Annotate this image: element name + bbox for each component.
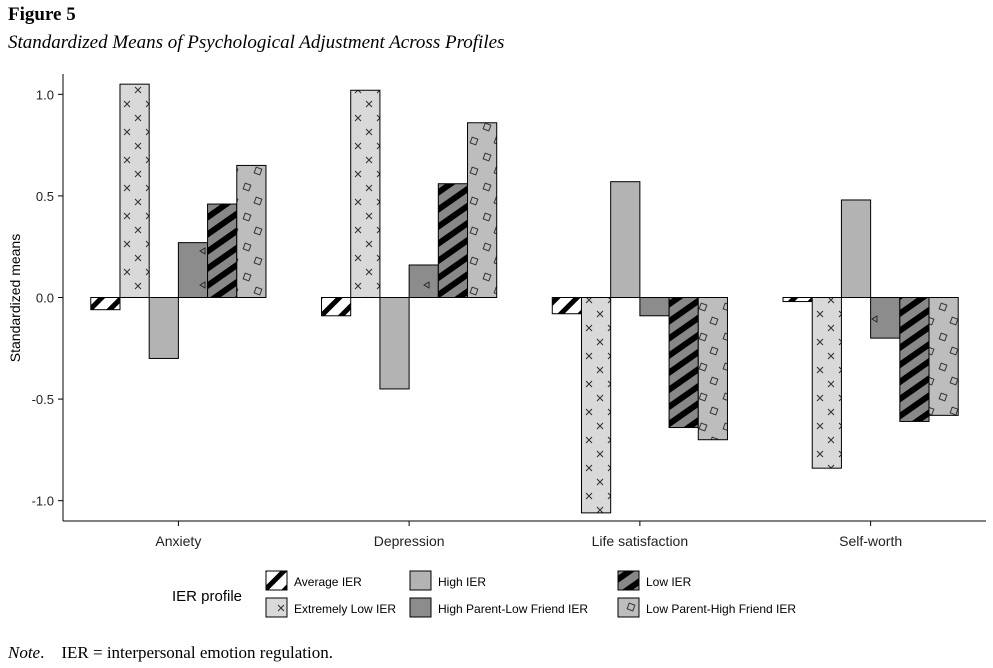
x-tick-label: Self-worth [839,533,902,549]
legend-label-average-ier: Average IER [294,575,362,589]
legend-swatch-high-parent-low-friend-ier [409,597,432,618]
note-separator: . [40,643,62,662]
bar-self-worth-low-parent-high-friend-ier [928,297,959,416]
y-tick-label: -1.0 [32,494,54,509]
legend-swatch-average-ier [265,570,288,591]
y-tick-label: 0.5 [36,189,54,204]
legend-label-high-ier: High IER [438,575,486,589]
note-label: Note [8,643,41,662]
x-tick-label: Anxiety [155,533,201,549]
legend-label-high-parent-low-friend-ier: High Parent-Low Friend IER [438,602,588,616]
y-ticks: -1.0 -0.5 0.0 0.5 1.0 [32,87,63,509]
legend-swatch-low-parent-high-friend-ier [617,597,640,618]
bar-life-satisfaction-average-ier [551,297,582,315]
figure-title: Standardized Means of Psychological Adju… [8,32,505,53]
legend-swatch-low-ier [617,570,640,591]
legend-swatch-extremely-low-ier [265,597,288,618]
bar-anxiety-high-ier [148,297,179,359]
bar-depression-average-ier [321,297,352,317]
legend: IER profile Average IER Extremely Low IER… [172,570,796,618]
bar-depression-high-ier [379,297,410,390]
bar-self-worth-low-ier [899,297,930,422]
bar-life-satisfaction-high-parent-low-friend-ier [639,297,670,317]
bar-depression-extremely-low-ier [350,89,381,298]
bar-anxiety-average-ier [90,297,121,311]
legend-label-low-ier: Low IER [646,575,692,589]
figure-label: Figure 5 [8,4,76,25]
bar-self-worth-high-ier [840,199,872,298]
bar-life-satisfaction-low-parent-high-friend-ier [697,297,728,441]
bars-group [90,83,959,514]
bar-anxiety-extremely-low-ier [119,83,150,298]
figure-note: Note. IER = interpersonal emotion regula… [8,643,333,663]
legend-title: IER profile [172,588,242,605]
x-tick-label: Life satisfaction [592,533,689,549]
bar-life-satisfaction-extremely-low-ier [580,297,612,514]
bar-depression-low-ier [437,183,469,298]
bar-life-satisfaction-high-ier [610,181,641,298]
x-tick-label: Depression [374,533,445,549]
y-tick-label: -0.5 [32,392,54,407]
y-tick-label: 0.0 [36,291,54,306]
bar-self-worth-high-parent-low-friend-ier [870,297,901,339]
y-axis-label: Standardized means [7,234,23,362]
legend-label-low-parent-high-friend-ier: Low Parent-High Friend IER [646,602,796,616]
bar-anxiety-high-parent-low-friend-ier [177,242,209,298]
bar-self-worth-extremely-low-ier [811,297,842,469]
bar-life-satisfaction-low-ier [668,297,699,429]
bar-anxiety-low-parent-high-friend-ier [236,164,267,298]
x-ticks: Anxiety Depression Life satisfaction Self-w… [155,521,902,549]
bar-anxiety-low-ier [207,203,238,298]
bar-self-worth-average-ier [782,297,813,303]
legend-swatch-high-ier [409,570,432,591]
y-tick-label: 1.0 [36,87,54,102]
legend-label-extremely-low-ier: Extremely Low IER [294,602,396,616]
bar-depression-low-parent-high-friend-ier [467,122,498,299]
bar-depression-high-parent-low-friend-ier [408,264,439,298]
note-text: IER = interpersonal emotion regulation. [61,643,333,662]
